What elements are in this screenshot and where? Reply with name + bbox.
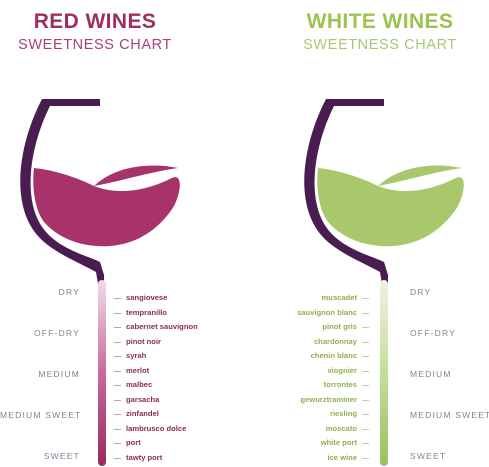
white-wine-glass	[304, 99, 464, 466]
white-grape-item: chenin blanc	[277, 351, 369, 361]
white-grape-item: white port	[277, 438, 369, 448]
red-stem	[98, 280, 106, 466]
red-grape-item: cabernet sauvignon	[114, 322, 198, 331]
red-wine-glass	[20, 99, 180, 466]
red-wine-fill	[33, 168, 180, 247]
red-glass-outline	[20, 99, 104, 284]
white-grape-item: chardonnay	[277, 337, 369, 347]
red-grape-item: sangiovese	[113, 293, 168, 302]
white-grape-item: gewurztraminer	[277, 395, 369, 405]
red-level-label: DRY	[58, 287, 80, 297]
white-level-label: OFF-DRY	[410, 328, 457, 338]
red-level-label: MEDIUM	[38, 369, 80, 379]
red-grape-item: garsacha	[113, 395, 160, 404]
red-wines-title: RED WINES	[33, 10, 157, 33]
white-grape-item: moscato	[277, 424, 369, 434]
white-stem	[380, 280, 388, 466]
red-grape-item: syrah	[113, 351, 147, 360]
red-level-label: OFF-DRY	[33, 328, 80, 338]
white-grape-item: viognier	[277, 366, 369, 376]
red-wine-wave	[94, 165, 178, 186]
red-grape-item: pinot noir	[113, 337, 162, 346]
white-wines-title: WHITE WINES	[306, 10, 454, 33]
red-grape-item: lambrusco dolce	[113, 424, 187, 433]
white-grape-item: ice wine	[277, 453, 369, 463]
white-glass-outline	[304, 99, 388, 284]
red-grape-item: zinfandel	[114, 409, 159, 418]
white-level-label: SWEET	[410, 451, 447, 461]
red-grape-item: merlot	[113, 366, 150, 375]
white-level-label: MEDIUM SWEET	[410, 410, 489, 420]
red-grape-item: malbec	[113, 380, 153, 389]
red-grape-item: tempranillo	[114, 308, 167, 317]
white-wines-subtitle: SWEETNESS CHART	[303, 37, 457, 53]
white-grape-item: muscadet	[277, 293, 369, 303]
white-wine-fill	[317, 168, 464, 247]
red-grape-item: tawty port	[113, 453, 163, 462]
red-level-label: SWEET	[43, 451, 80, 461]
white-grape-item: torrontes	[277, 380, 369, 390]
red-wines-subtitle: SWEETNESS CHART	[18, 37, 172, 53]
red-level-label: MEDIUM SWEET	[0, 410, 82, 420]
white-level-label: MEDIUM	[410, 369, 452, 379]
white-wine-wave	[378, 165, 462, 186]
white-grape-item: sauvignon blanc	[277, 308, 369, 318]
white-grape-item: riesling	[277, 409, 369, 419]
red-grape-item: port	[114, 438, 141, 447]
white-level-label: DRY	[410, 287, 432, 297]
white-grape-item: pinot gris	[277, 322, 369, 332]
